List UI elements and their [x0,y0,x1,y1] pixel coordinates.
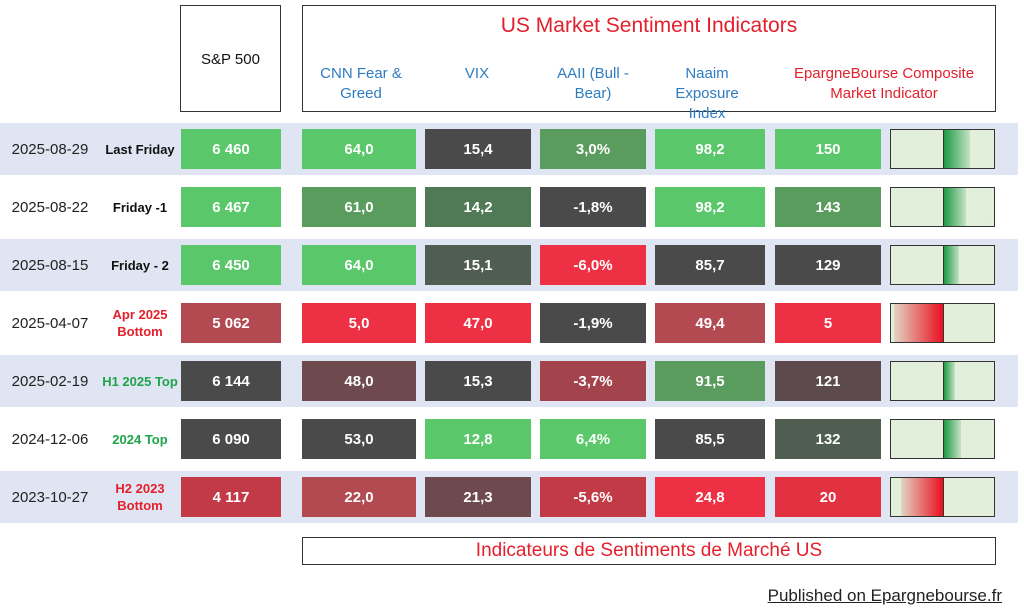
cell-sp500: 4 117 [181,477,281,517]
row-date: 2025-08-15 [11,256,89,274]
row-label: H1 2025 Top [102,373,178,389]
cell-cnn: 64,0 [302,245,416,285]
cell-naaim: 91,5 [655,361,765,401]
gauge-text: 4 [984,214,990,225]
cell-cnn: 61,0 [302,187,416,227]
cell-vix: 15,4 [425,129,531,169]
gauge-midline [943,188,944,226]
cell-vix: 14,2 [425,187,531,227]
cell-composite: 132 [775,419,881,459]
column-header-vix: VIX [464,65,490,82]
row-date: 2025-08-29 [11,140,89,158]
cell-naaim: 85,5 [655,419,765,459]
column-header-composite: EpargneBourse Composite Market Indicator [793,65,975,102]
gauge-fill [944,188,966,226]
column-header-cnn: CNN Fear & Greed [320,65,402,102]
column-header-aaii: AAII (Bull - Bear) [557,65,629,102]
cell-aaii: -1,9% [540,303,646,343]
cell-vix: 21,3 [425,477,531,517]
row-label: Last Friday [105,141,175,157]
composite-gauge: 4 [890,187,995,227]
cell-sp500: 6 144 [181,361,281,401]
column-header-naaim: Naaim Exposure Index [675,65,739,122]
cell-sp500: 6 090 [181,419,281,459]
cell-vix: 47,0 [425,303,531,343]
gauge-text: 50 [978,156,990,167]
cell-composite: 20 [775,477,881,517]
sp500-header-label: S&P 500 [201,51,260,68]
cell-cnn: 22,0 [302,477,416,517]
gauge-midline [943,478,944,516]
gauge-fill [944,420,961,458]
gauge-midline [943,362,944,400]
cell-naaim: 24,8 [655,477,765,517]
cell-vix: 15,3 [425,361,531,401]
cell-composite: 5 [775,303,881,343]
composite-gauge [890,303,995,343]
composite-gauge [890,245,995,285]
cell-naaim: 98,2 [655,129,765,169]
gauge-fill [944,246,959,284]
subtitle-box: Indicateurs de Sentiments de Marché US [302,537,996,565]
gauge-fill [901,478,943,516]
cell-composite: 150 [775,129,881,169]
composite-gauge [890,361,995,401]
cell-aaii: -5,6% [540,477,646,517]
row-label: 2024 Top [112,431,168,447]
cell-cnn: 48,0 [302,361,416,401]
cell-cnn: 5,0 [302,303,416,343]
subtitle-text: Indicateurs de Sentiments de Marché US [475,540,823,561]
cell-vix: 15,1 [425,245,531,285]
cell-composite: 143 [775,187,881,227]
cell-sp500: 6 460 [181,129,281,169]
cell-sp500: 5 062 [181,303,281,343]
composite-gauge [890,477,995,517]
cell-cnn: 53,0 [302,419,416,459]
row-date: 2025-08-22 [11,198,89,216]
published-link[interactable]: Published on Epargnebourse.fr [767,586,1002,605]
row-date: 2025-04-07 [11,314,89,332]
cell-aaii: -1,8% [540,187,646,227]
row-date: 2023-10-27 [11,488,89,506]
row-label: Friday - 2 [111,257,169,273]
row-date: 2025-02-19 [11,372,89,390]
sp500-column-header: S&P 500 [180,5,281,112]
cell-naaim: 85,7 [655,245,765,285]
cell-aaii: 3,0% [540,129,646,169]
composite-gauge: 50 [890,129,995,169]
composite-gauge [890,419,995,459]
cell-naaim: 98,2 [655,187,765,227]
gauge-fill [944,130,970,168]
cell-composite: 129 [775,245,881,285]
cell-aaii: -6,0% [540,245,646,285]
cell-aaii: -3,7% [540,361,646,401]
cell-aaii: 6,4% [540,419,646,459]
cell-sp500: 6 467 [181,187,281,227]
cell-naaim: 49,4 [655,303,765,343]
chart-title: US Market Sentiment Indicators [500,14,798,37]
row-date: 2024-12-06 [11,430,89,448]
row-label: H2 2023 Bottom [115,481,165,513]
gauge-midline [943,304,944,342]
cell-sp500: 6 450 [181,245,281,285]
cell-composite: 121 [775,361,881,401]
cell-cnn: 64,0 [302,129,416,169]
cell-vix: 12,8 [425,419,531,459]
row-label: Apr 2025 Bottom [112,307,168,339]
gauge-fill [894,304,943,342]
indicators-header-panel: US Market Sentiment Indicators CNN Fear … [302,5,996,122]
gauge-midline [943,246,944,284]
row-label: Friday -1 [112,199,168,215]
gauge-midline [943,130,944,168]
gauge-midline [943,420,944,458]
gauge-fill [944,362,955,400]
